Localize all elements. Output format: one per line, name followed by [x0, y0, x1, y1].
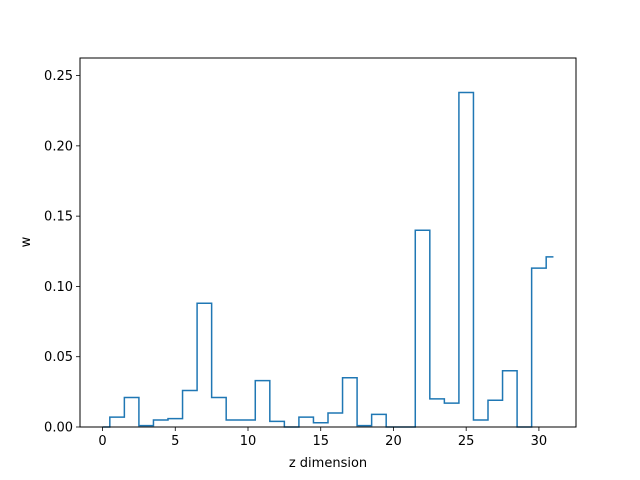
plot-area [102, 91, 554, 428]
y-tick-label: 0.25 [44, 69, 73, 84]
x-axis: 0 5 10 15 20 25 30 [98, 427, 547, 449]
y-tick-label: 0.15 [44, 210, 73, 225]
x-tick-label: 10 [240, 434, 257, 449]
x-tick-label: 30 [531, 434, 548, 449]
y-axis-label: w [19, 236, 34, 247]
x-tick-label: 5 [171, 434, 179, 449]
y-axis: 0.00 0.05 0.10 0.15 0.20 0.25 [44, 69, 80, 436]
y-tick-label: 0.10 [44, 280, 73, 295]
plot-frame [79, 57, 577, 428]
x-tick-label: 20 [385, 434, 402, 449]
y-tick-label: 0.05 [44, 350, 73, 365]
y-tick-label: 0.20 [44, 139, 73, 154]
x-tick-label: 15 [312, 434, 329, 449]
y-tick-label: 0.00 [44, 421, 73, 436]
x-tick-label: 25 [458, 434, 475, 449]
x-tick-label: 0 [98, 434, 106, 449]
series-line-0 [102, 91, 554, 428]
x-axis-label: z dimension [289, 456, 367, 471]
